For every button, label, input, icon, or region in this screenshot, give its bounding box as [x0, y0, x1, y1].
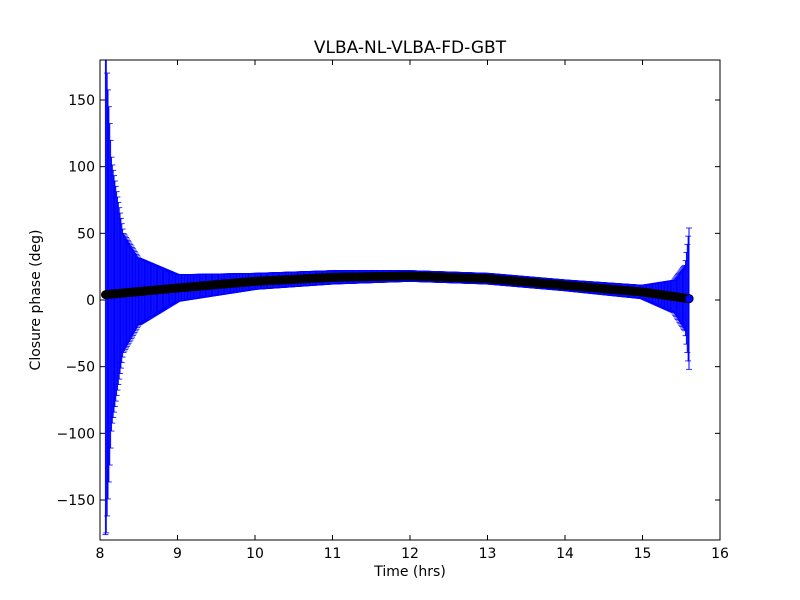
y-tick-label: 0 — [86, 293, 95, 309]
x-tick-label: 15 — [634, 546, 652, 562]
plot-area — [100, 60, 720, 540]
chart-title: VLBA-NL-VLBA-FD-GBT — [314, 38, 507, 58]
x-tick-label: 13 — [479, 546, 497, 562]
plot-content — [100, 60, 694, 536]
y-tick-label: −100 — [57, 426, 95, 442]
y-tick-label: −50 — [65, 360, 95, 376]
x-tick-label: 12 — [401, 546, 419, 562]
x-axis-label: Time (hrs) — [373, 564, 446, 580]
x-tick-label: 11 — [324, 546, 342, 562]
y-tick-label: −150 — [57, 493, 95, 509]
y-tick-label: 150 — [68, 93, 95, 109]
x-tick-label: 9 — [173, 546, 182, 562]
series-0 — [100, 60, 694, 536]
y-axis-label: Closure phase (deg) — [28, 230, 44, 371]
x-tick-label: 10 — [246, 546, 264, 562]
data-points — [100, 271, 694, 304]
axis-ticks: 8 9 10 11 12 13 14 15 16 −150 −100 −50 0 50 100 150 — [57, 60, 729, 562]
x-tick-label: 16 — [711, 546, 729, 562]
x-tick-label: 14 — [556, 546, 574, 562]
x-tick-label: 8 — [96, 546, 105, 562]
y-tick-label: 100 — [68, 160, 95, 176]
y-tick-label: 50 — [77, 226, 95, 242]
data-point-last — [684, 294, 694, 304]
